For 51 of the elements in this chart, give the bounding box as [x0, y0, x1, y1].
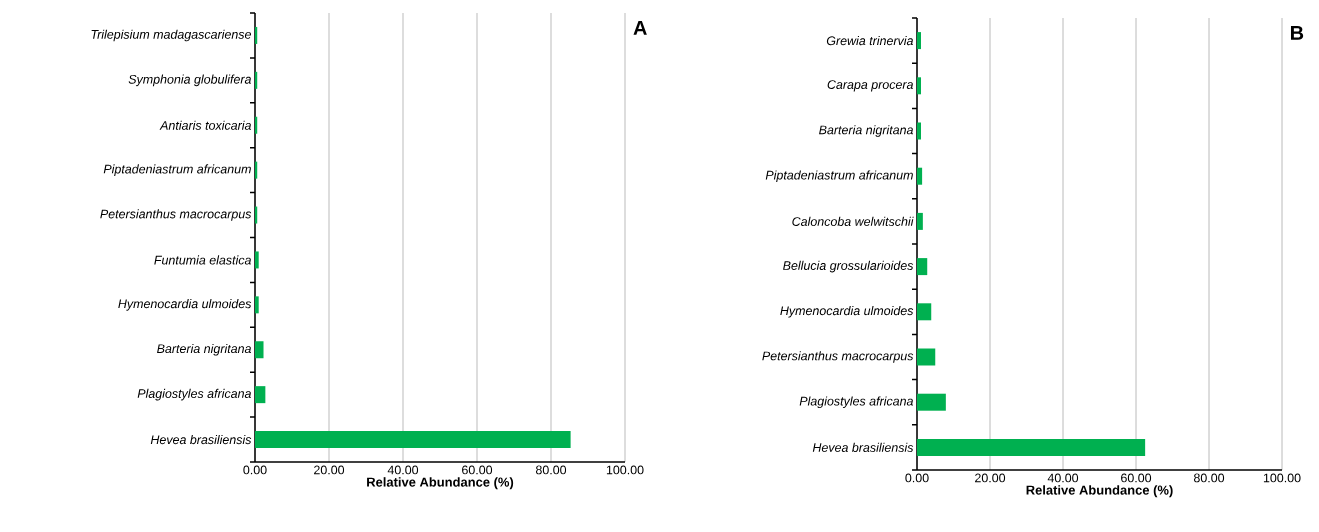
x-tick-label: 60.00: [1121, 473, 1152, 483]
y-tick-label: Hymenocardia ulmoides: [118, 299, 252, 311]
x-axis-title: Relative Abundance (%): [1026, 485, 1173, 498]
bar: [917, 393, 946, 411]
y-tick-label: Antiaris toxicaria: [159, 120, 252, 130]
bar: [917, 122, 922, 140]
x-tick-label: 80.00: [1193, 473, 1225, 483]
bar: [917, 77, 922, 95]
bar: [917, 258, 928, 276]
y-tick-label: Petersianthus macrocarpus: [762, 351, 914, 363]
y-tick-label: Piptadeniastrum africanum: [765, 170, 913, 182]
bar: [917, 32, 922, 50]
y-tick-label: Hymenocardia ulmoides: [780, 305, 914, 318]
bar: [917, 167, 923, 185]
x-tick-label: 0.00: [905, 473, 929, 483]
bar: [917, 212, 923, 230]
bar: [255, 431, 571, 449]
bar: [917, 348, 936, 366]
x-tick-label: 80.00: [535, 465, 567, 475]
y-tick-label: Grewia trinervia: [826, 36, 914, 46]
y-tick-label: Bellucia grossularioides: [783, 260, 914, 273]
y-tick-label: Trilepisium madagascariense: [91, 29, 251, 42]
y-tick-label: Barteria nigritana: [157, 343, 252, 356]
y-tick-label: Barteria nigritana: [819, 125, 914, 137]
y-tick-label: Caloncoba welwitschii: [792, 216, 914, 226]
x-tick-label: 40.00: [387, 465, 419, 475]
x-axis-title: Relative Abundance (%): [367, 477, 514, 490]
y-tick-label: Hevea brasiliensis: [812, 442, 914, 452]
x-tick-label: 40.00: [1047, 473, 1079, 483]
bar: [255, 251, 259, 269]
y-tick-label: Plagiostyles africana: [799, 396, 914, 408]
bar: [917, 303, 932, 321]
y-tick-label: Carapa procera: [827, 80, 914, 92]
bar: [255, 341, 264, 359]
x-tick-label: 0.00: [243, 465, 267, 475]
bar: [917, 438, 1146, 456]
y-tick-label: Piptadeniastrum africanum: [103, 164, 251, 176]
x-tick-label: 60.00: [462, 465, 493, 475]
text: B: [1290, 26, 1304, 40]
x-tick-label: 100.00: [1263, 473, 1301, 483]
x-tick-label: 20.00: [975, 473, 1006, 483]
y-tick-label: Petersianthus macrocarpus: [100, 209, 252, 221]
y-tick-label: Funtumia elastica: [154, 255, 252, 265]
y-tick-label: Hevea brasiliensis: [150, 434, 252, 445]
y-tick-label: Symphonia globulifera: [128, 74, 252, 87]
x-tick-label: 100.00: [606, 465, 644, 475]
bar: [255, 296, 259, 314]
bar: [255, 386, 266, 404]
y-tick-label: Plagiostyles africana: [137, 388, 252, 401]
text: A: [633, 21, 647, 35]
x-tick-label: 20.00: [314, 465, 345, 475]
